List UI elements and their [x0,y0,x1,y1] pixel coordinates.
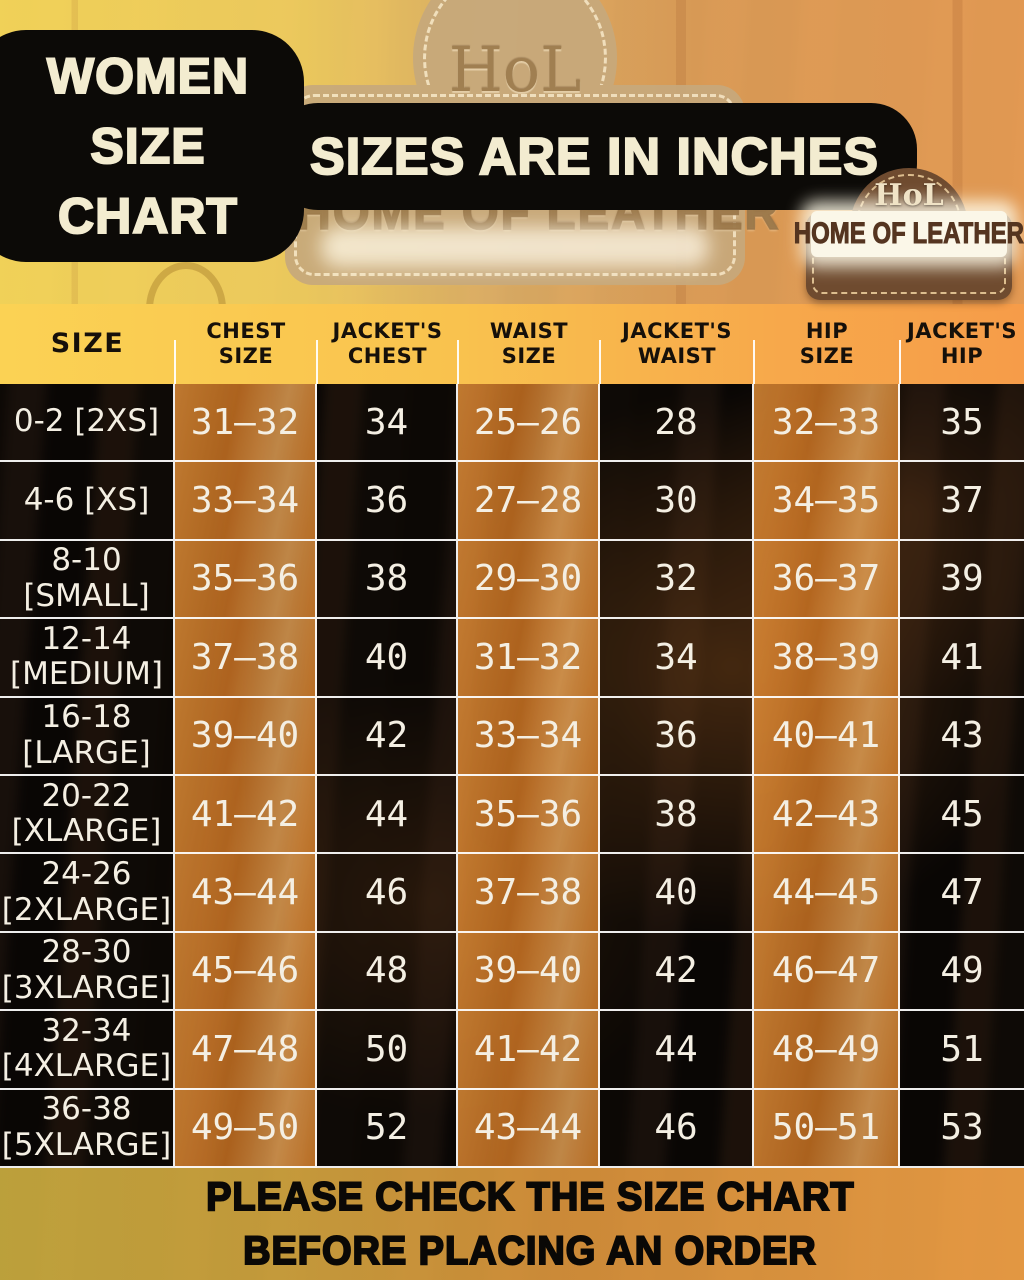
waist-size-cell: 27–28 [458,462,600,541]
column-header-jackets-waist: JACKET'S WAIST [600,304,755,384]
chest-size-cell: 47–48 [175,1011,317,1090]
size-cell: 36-38 [5XLARGE] [0,1089,175,1168]
jacket-chest-cell: 38 [317,540,458,620]
hip-size-cell: 38–39 [754,619,900,698]
sign-monogram: HoL [448,33,582,106]
jacket-waist-cell: 30 [600,462,754,541]
jacket-chest-cell: 52 [317,1089,458,1168]
size-cell: 32-34 [4XLARGE] [0,1011,175,1090]
banner-pill: SIZES ARE IN INCHES [272,103,917,210]
sign-glow-band [321,227,709,267]
jacket-hip-cell: 41 [900,619,1024,698]
waist-size-cell: 35–36 [458,776,600,855]
waist-size-cell: 43–44 [458,1089,600,1168]
chest-size-cell: 35–36 [175,540,317,620]
jacket-waist-cell: 36 [600,697,754,776]
hip-size-cell: 48–49 [754,1011,900,1090]
jacket-waist-cell: 42 [600,932,754,1012]
waist-size-cell: 37–38 [458,854,600,933]
column-header-chest-size: CHEST SIZE [175,304,318,384]
size-cell: 28-30 [3XLARGE] [0,932,175,1012]
hip-size-cell: 32–33 [754,384,900,463]
jacket-hip-cell: 37 [900,462,1024,541]
hip-size-cell: 46–47 [754,932,900,1012]
jacket-waist-cell: 40 [600,854,754,933]
column-header-size: SIZE [0,304,176,384]
jacket-hip-cell: 47 [900,854,1024,933]
jacket-hip-cell: 43 [900,697,1024,776]
home-of-leather-logo: HoL HOME OF LEATHER [793,168,1024,300]
page-title-line: WOMEN [46,47,250,105]
waist-size-cell: 25–26 [458,384,600,463]
hip-size-cell: 44–45 [754,854,900,933]
size-cell: 4-6 [XS] [0,462,175,541]
jacket-hip-cell: 53 [900,1089,1024,1168]
page-title-line: SIZE [89,117,206,175]
jacket-chest-cell: 36 [317,462,458,541]
page-title-line: CHART [57,187,238,245]
title-pill: WOMEN SIZE CHART [0,30,304,262]
waist-size-cell: 31–32 [458,619,600,698]
hip-size-cell: 34–35 [754,462,900,541]
jacket-chest-cell: 48 [317,932,458,1012]
jacket-chest-cell: 40 [317,619,458,698]
hip-size-cell: 42–43 [754,776,900,855]
banner-text: SIZES ARE IN INCHES [309,127,879,187]
jacket-chest-cell: 46 [317,854,458,933]
jacket-chest-cell: 42 [317,697,458,776]
jacket-hip-cell: 39 [900,540,1024,620]
size-cell: 20-22 [XLARGE] [0,776,175,855]
chest-size-cell: 31–32 [175,384,317,463]
chest-size-cell: 41–42 [175,776,317,855]
jacket-waist-cell: 34 [600,619,754,698]
column-header-jackets-hip: JACKET'S HIP [907,319,1017,368]
column-header-jackets-chest: JACKET'S CHEST [317,304,459,384]
waist-size-cell: 41–42 [458,1011,600,1090]
size-cell: 24-26 [2XLARGE] [0,854,175,933]
chest-size-cell: 39–40 [175,697,317,776]
jacket-waist-cell: 32 [600,540,754,620]
chest-size-cell: 33–34 [175,462,317,541]
size-cell: 16-18 [LARGE] [0,697,175,776]
jacket-waist-cell: 28 [600,384,754,463]
hip-size-cell: 50–51 [754,1089,900,1168]
logo-name: HOME OF LEATHER [793,217,1024,251]
jacket-hip-cell: 35 [900,384,1024,463]
jacket-waist-cell: 38 [600,776,754,855]
hip-size-cell: 36–37 [754,540,900,620]
column-header-waist-size: WAIST SIZE [458,304,601,384]
jacket-hip-cell: 51 [900,1011,1024,1090]
jacket-waist-cell: 44 [600,1011,754,1090]
jacket-chest-cell: 44 [317,776,458,855]
waist-size-cell: 33–34 [458,697,600,776]
jacket-hip-cell: 49 [900,932,1024,1012]
jacket-hip-cell: 45 [900,776,1024,855]
column-header-hip-size: HIP SIZE [754,304,901,384]
logo-name-band: HOME OF LEATHER [793,211,1024,257]
jacket-waist-cell: 46 [600,1089,754,1168]
chest-size-cell: 45–46 [175,932,317,1012]
chest-size-cell: 49–50 [175,1089,317,1168]
chest-size-cell: 43–44 [175,854,317,933]
jacket-chest-cell: 50 [317,1011,458,1090]
footer-line-2: BEFORE PLACING AN ORDER [242,1228,817,1274]
waist-size-cell: 29–30 [458,540,600,620]
size-cell: 12-14 [MEDIUM] [0,619,175,698]
size-cell: 0-2 [2XS] [0,384,175,463]
size-cell: 8-10 [SMALL] [0,540,175,620]
footer-line-1: PLEASE CHECK THE SIZE CHART [205,1174,855,1220]
footer-note: PLEASE CHECK THE SIZE CHART BEFORE PLACI… [0,1168,1024,1280]
logo-monogram: HoL [874,178,944,213]
hip-size-cell: 40–41 [754,697,900,776]
jacket-chest-cell: 34 [317,384,458,463]
chest-size-cell: 37–38 [175,619,317,698]
waist-size-cell: 39–40 [458,932,600,1012]
size-table: SIZE CHEST SIZE JACKET'S CHEST WAIST SIZ… [0,304,1024,1168]
